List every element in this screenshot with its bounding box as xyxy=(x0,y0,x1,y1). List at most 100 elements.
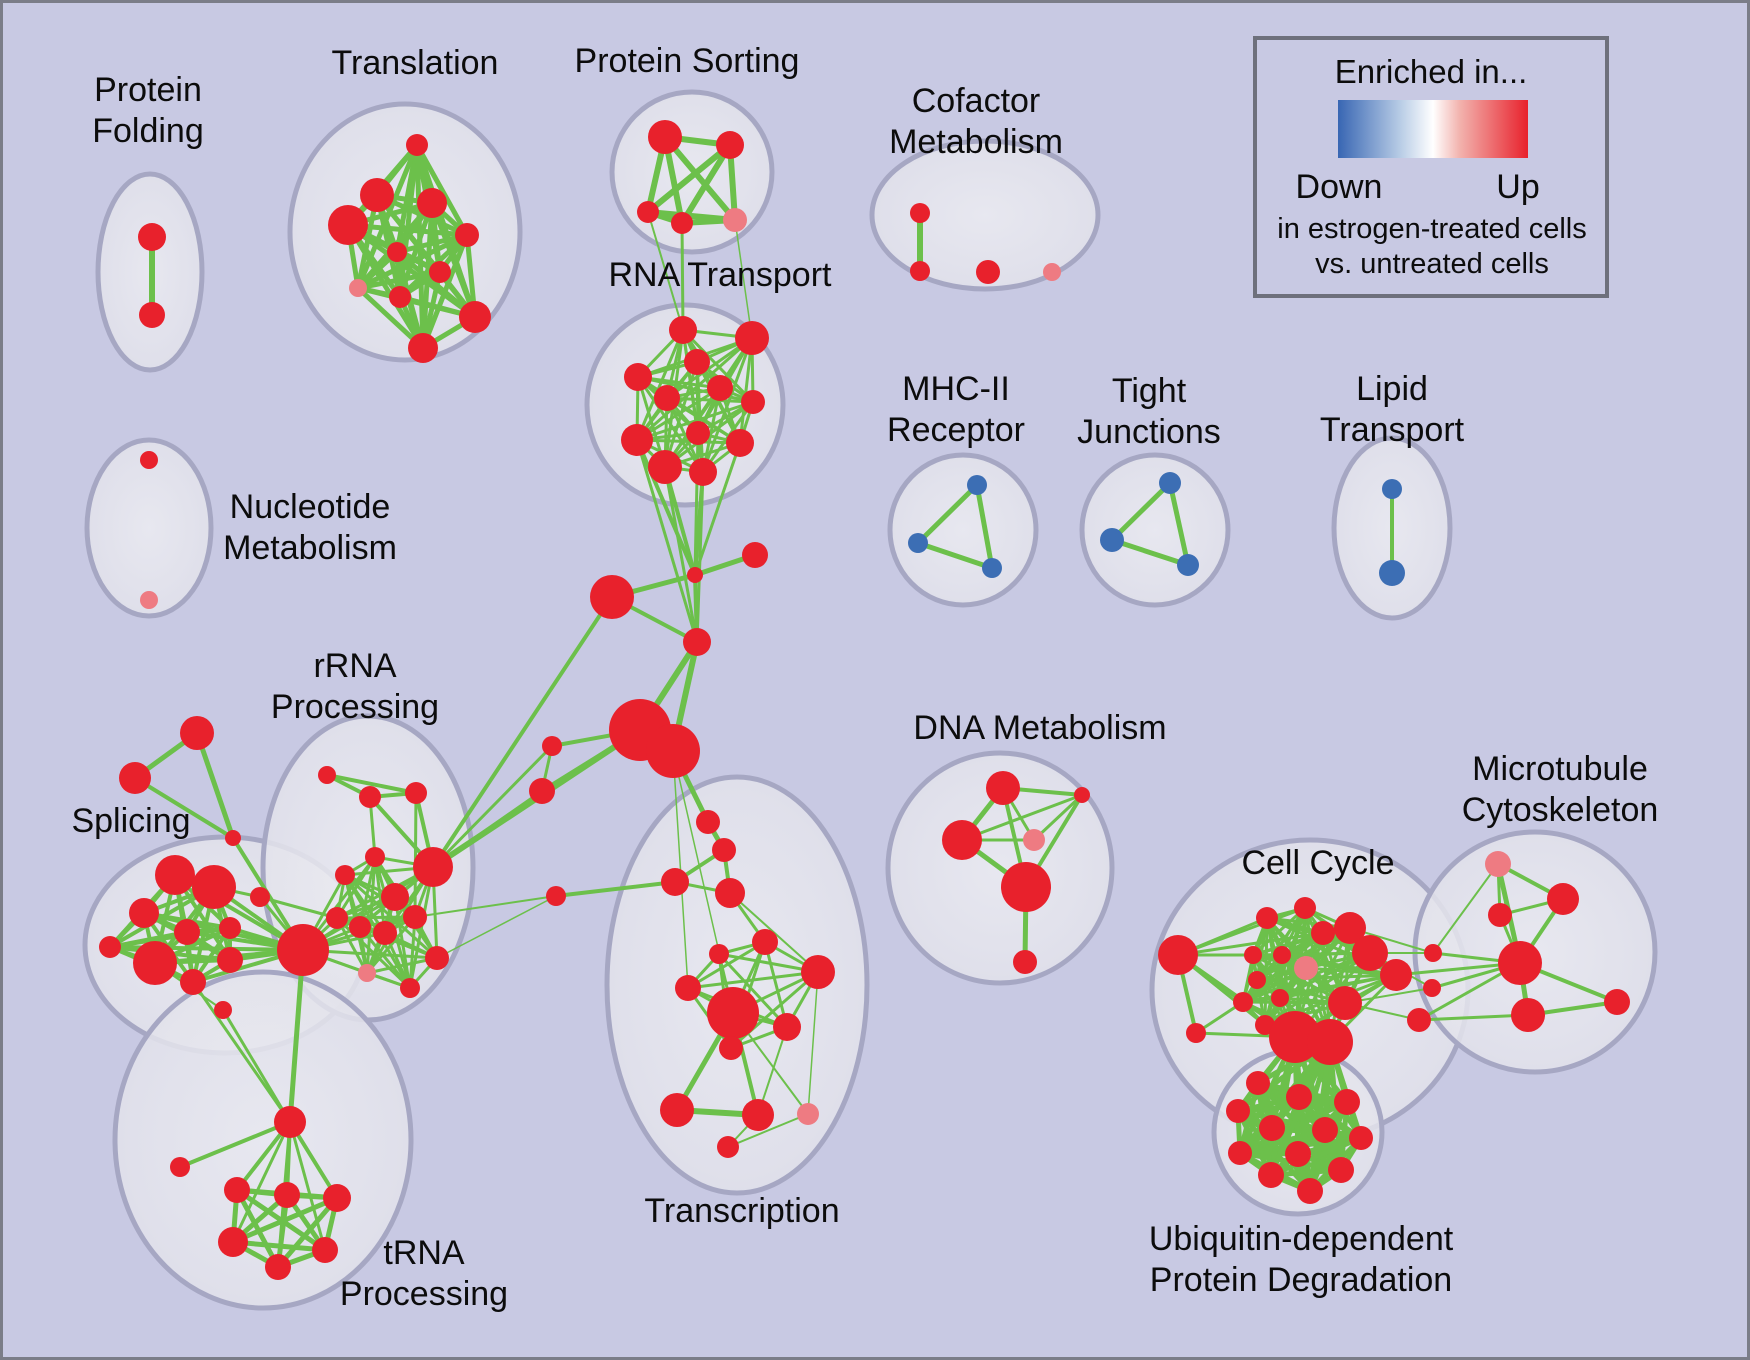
legend-context-line1: in estrogen-treated cells xyxy=(1277,213,1587,245)
node-tr4 xyxy=(274,1182,300,1208)
edge-ps4-rt1 xyxy=(680,221,685,332)
node-rr14 xyxy=(400,978,420,998)
edge-ps2-ps4 xyxy=(679,142,733,226)
node-rt9 xyxy=(621,424,653,456)
node-cn10 xyxy=(712,838,736,862)
cluster-label-mhc-ii-receptor: Receptor xyxy=(887,411,1025,449)
node-tl9 xyxy=(389,286,411,308)
legend-down-label: Down xyxy=(1296,168,1383,206)
edge-sp8-sp9 xyxy=(108,926,232,949)
node-cc6 xyxy=(1311,921,1335,945)
edge-rt11-cn4 xyxy=(663,465,699,644)
cluster-label-trna-processing: Processing xyxy=(340,1275,508,1313)
node-rr10 xyxy=(373,921,397,945)
edge-rt11-cn2 xyxy=(663,465,697,577)
node-sp5 xyxy=(192,865,236,909)
edge-tj2-tj3 xyxy=(1109,537,1191,568)
node-cc5 xyxy=(1334,912,1366,944)
edge-cc11-cc18 xyxy=(1255,973,1398,982)
cluster-label-microtubule-cytoskeleton: Cytoskeleton xyxy=(1462,791,1659,829)
edge-tx3-tx10 xyxy=(807,971,819,1115)
node-c1 xyxy=(546,886,566,906)
node-pf1 xyxy=(138,223,166,251)
node-ps2 xyxy=(716,131,744,159)
node-cn7 xyxy=(542,736,562,756)
node-tl6 xyxy=(387,242,407,262)
node-mt4 xyxy=(1498,941,1542,985)
node-rt7 xyxy=(741,390,765,414)
node-cn3 xyxy=(742,542,768,568)
node-ub4 xyxy=(1226,1099,1250,1123)
node-ub5 xyxy=(1259,1115,1285,1141)
edge-rt10-cn2 xyxy=(693,441,742,577)
node-cc1 xyxy=(1158,935,1198,975)
edge-tx3-tx4 xyxy=(686,970,820,990)
node-tj3 xyxy=(1177,554,1199,576)
node-ub3 xyxy=(1334,1089,1360,1115)
node-rr3 xyxy=(405,782,427,804)
node-rt5 xyxy=(707,375,733,401)
edge-cc13-cc18 xyxy=(1278,973,1398,1000)
edge-ub12-cc17 xyxy=(1307,1039,1333,1194)
edge-rt3-rt12 xyxy=(636,375,705,474)
edge-mh1-mh2 xyxy=(915,482,980,546)
cluster-label-protein-folding: Folding xyxy=(92,112,204,150)
node-tx11 xyxy=(717,1136,739,1158)
cluster-bubble-trna-processing xyxy=(112,969,414,1311)
node-rr8 xyxy=(326,907,348,929)
node-sp2 xyxy=(119,762,151,794)
cluster-bubble-mhc-ii-receptor xyxy=(887,452,1039,608)
node-ub2 xyxy=(1286,1084,1312,1110)
node-tl5 xyxy=(455,223,479,247)
node-mt3 xyxy=(1488,903,1512,927)
node-sp14 xyxy=(277,924,329,976)
node-cc17 xyxy=(1307,1019,1353,1065)
node-tr8 xyxy=(265,1254,291,1280)
edge-tr1-tr2 xyxy=(178,1120,292,1169)
edge-ps5-rt2 xyxy=(734,219,753,339)
node-ub1 xyxy=(1246,1071,1270,1095)
node-cf4 xyxy=(1043,263,1061,281)
cluster-label-lipid-transport: Lipid xyxy=(1356,370,1428,408)
node-ps1 xyxy=(648,120,682,154)
node-rr12 xyxy=(425,946,449,970)
edge-tj1-tj3 xyxy=(1167,480,1191,568)
node-dn5 xyxy=(1001,862,1051,912)
node-sp12 xyxy=(217,947,243,973)
edge-tx2-tx6 xyxy=(717,952,789,1029)
cluster-label-rna-transport: RNA Transport xyxy=(609,256,833,294)
node-cn1 xyxy=(590,575,634,619)
edge-tr1-tr7 xyxy=(288,1120,327,1252)
node-sp7 xyxy=(174,919,200,945)
node-tl1 xyxy=(406,134,428,156)
node-rt6 xyxy=(654,385,680,411)
node-ps5 xyxy=(723,208,747,232)
node-rr2 xyxy=(359,786,381,808)
node-tx10 xyxy=(797,1103,819,1125)
cluster-bubble-tight-junctions xyxy=(1079,452,1231,608)
node-rr9 xyxy=(349,916,371,938)
node-mt9 xyxy=(1407,1008,1431,1032)
edge-rt5-rt9 xyxy=(635,386,722,442)
node-tl2 xyxy=(360,178,394,212)
node-cc2 xyxy=(1186,1023,1206,1043)
edge-sp2-sp3 xyxy=(133,776,235,840)
edge-cn8-rr4 xyxy=(431,789,544,869)
node-rr1 xyxy=(318,766,336,784)
node-nm2 xyxy=(140,591,158,609)
node-tl4 xyxy=(328,205,368,245)
node-ps3 xyxy=(637,201,659,223)
node-rt11 xyxy=(648,450,682,484)
edge-rr4-cn1 xyxy=(431,595,614,869)
node-tx9 xyxy=(742,1099,774,1131)
cluster-label-splicing: Splicing xyxy=(71,802,190,840)
node-mh3 xyxy=(982,558,1002,578)
cluster-bubble-nucleotide-metabolism xyxy=(84,437,214,619)
node-ub7 xyxy=(1349,1126,1373,1150)
edge-tr5-tr8 xyxy=(275,1195,340,1270)
node-tr7 xyxy=(312,1237,338,1263)
cluster-label-rrna-processing: rRNA xyxy=(313,647,396,685)
edge-cn12-tx3 xyxy=(729,892,819,973)
node-mt5 xyxy=(1511,998,1545,1032)
